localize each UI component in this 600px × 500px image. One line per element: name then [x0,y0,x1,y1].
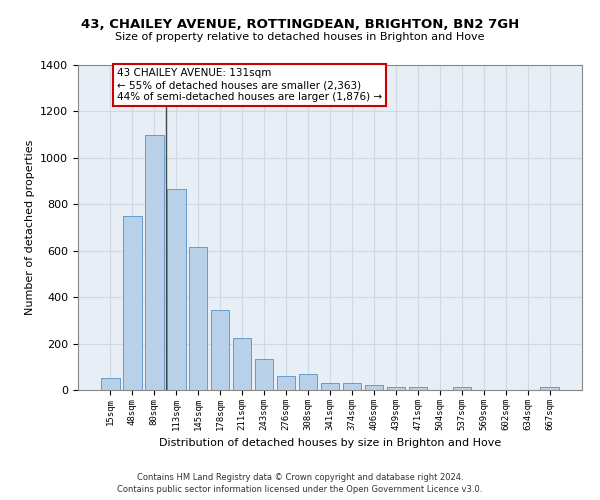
Bar [233,338,251,390]
Bar [101,378,119,390]
Text: 43, CHAILEY AVENUE, ROTTINGDEAN, BRIGHTON, BN2 7GH: 43, CHAILEY AVENUE, ROTTINGDEAN, BRIGHTO… [81,18,519,30]
Text: Size of property relative to detached houses in Brighton and Hove: Size of property relative to detached ho… [115,32,485,42]
Bar [409,386,427,390]
Bar [123,216,142,390]
Bar [365,385,383,390]
Text: Contains public sector information licensed under the Open Government Licence v3: Contains public sector information licen… [118,484,482,494]
Bar [541,387,559,390]
Bar [320,383,340,390]
Bar [255,358,274,390]
Bar [189,247,208,390]
Y-axis label: Number of detached properties: Number of detached properties [25,140,35,315]
Text: 43 CHAILEY AVENUE: 131sqm
← 55% of detached houses are smaller (2,363)
44% of se: 43 CHAILEY AVENUE: 131sqm ← 55% of detac… [117,68,382,102]
Text: Contains HM Land Registry data © Crown copyright and database right 2024.: Contains HM Land Registry data © Crown c… [137,473,463,482]
Bar [145,134,164,390]
X-axis label: Distribution of detached houses by size in Brighton and Hove: Distribution of detached houses by size … [159,438,501,448]
Bar [343,383,361,390]
Bar [452,387,471,390]
Bar [277,376,295,390]
Bar [211,310,229,390]
Bar [386,386,405,390]
Bar [299,374,317,390]
Bar [167,189,185,390]
